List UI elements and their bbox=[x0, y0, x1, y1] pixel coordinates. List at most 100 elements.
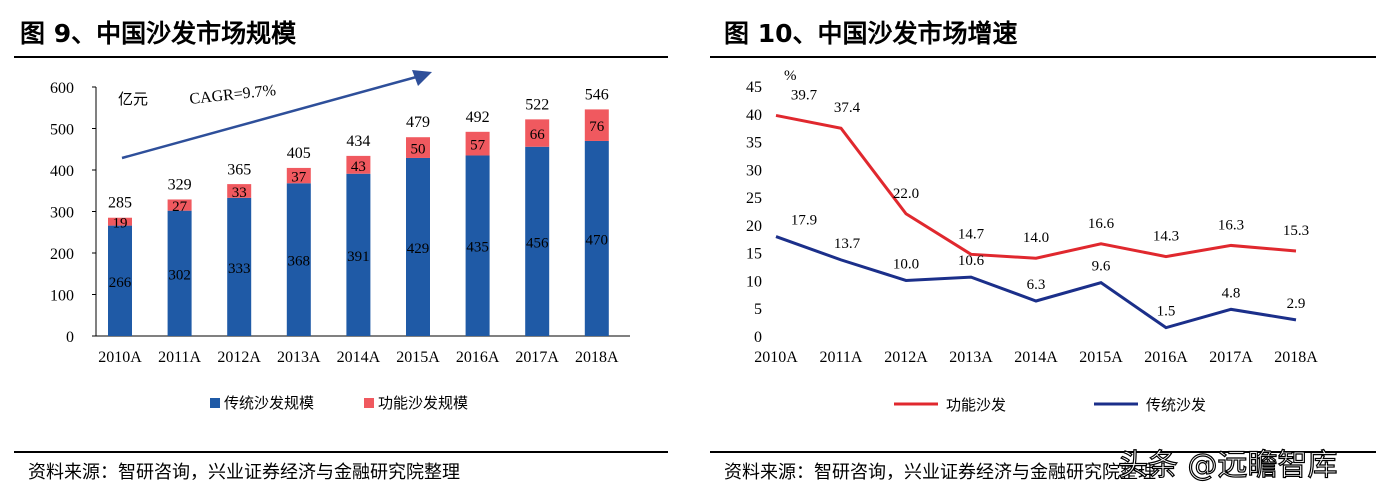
x-tick-label: 2017A bbox=[515, 349, 559, 366]
divider bbox=[14, 56, 668, 58]
y-tick-label: 0 bbox=[754, 329, 762, 346]
legend-swatch bbox=[364, 398, 374, 408]
data-label: 456 bbox=[526, 235, 549, 251]
chart2-title: 图 10、中国沙发市场增速 bbox=[724, 19, 1018, 48]
x-tick-label: 2016A bbox=[1144, 349, 1188, 366]
data-label: 22.0 bbox=[893, 186, 919, 202]
data-label: 39.7 bbox=[791, 87, 818, 103]
x-tick-label: 2013A bbox=[277, 349, 321, 366]
bar-traditional bbox=[346, 173, 371, 336]
divider bbox=[710, 56, 1376, 58]
data-label: 368 bbox=[288, 254, 311, 270]
series-line-0 bbox=[775, 113, 1297, 260]
data-label: 19 bbox=[113, 216, 128, 232]
data-label: 9.6 bbox=[1092, 259, 1111, 275]
data-label: 2.9 bbox=[1287, 296, 1306, 312]
bar-functional bbox=[584, 109, 609, 141]
bar-functional bbox=[346, 155, 371, 174]
y-unit-label: % bbox=[784, 68, 797, 84]
data-label: 37.4 bbox=[834, 100, 861, 116]
bar-functional bbox=[465, 131, 490, 156]
data-label: 43 bbox=[351, 159, 366, 175]
x-tick-label: 2018A bbox=[575, 349, 619, 366]
y-tick-label: 30 bbox=[746, 162, 762, 179]
x-tick-label: 2014A bbox=[1014, 349, 1058, 366]
x-tick-label: 2015A bbox=[1079, 349, 1123, 366]
data-label: 435 bbox=[466, 240, 489, 256]
data-label: 76 bbox=[589, 119, 605, 135]
legend-label: 功能沙发 bbox=[946, 397, 1006, 414]
cagr-annotation: CAGR=9.7% bbox=[189, 82, 277, 108]
data-label: 391 bbox=[347, 249, 370, 265]
total-label: 329 bbox=[168, 176, 192, 193]
bar-traditional bbox=[525, 146, 550, 336]
y-tick-label: 25 bbox=[746, 190, 762, 207]
bar-functional bbox=[406, 137, 430, 158]
y-tick-label: 100 bbox=[50, 288, 74, 305]
y-tick-label: 500 bbox=[50, 122, 74, 139]
data-label: 37 bbox=[291, 170, 307, 186]
data-label: 1.5 bbox=[1157, 304, 1176, 320]
y-tick-label: 5 bbox=[754, 301, 762, 318]
data-label: 266 bbox=[109, 275, 132, 291]
chart1-source: 资料来源：智研咨询，兴业证券经济与金融研究院整理 bbox=[28, 462, 460, 483]
total-label: 546 bbox=[585, 86, 609, 103]
data-label: 50 bbox=[411, 142, 426, 158]
data-label: 6.3 bbox=[1027, 277, 1046, 293]
bar-traditional bbox=[286, 183, 311, 336]
x-tick-label: 2014A bbox=[337, 349, 381, 366]
data-label: 333 bbox=[228, 261, 251, 277]
legend-label: 功能沙发规模 bbox=[378, 395, 468, 412]
total-label: 479 bbox=[406, 114, 430, 131]
data-label: 4.8 bbox=[1222, 285, 1241, 301]
bar-functional bbox=[227, 184, 252, 198]
x-tick-label: 2013A bbox=[949, 349, 993, 366]
y-tick-label: 15 bbox=[746, 246, 762, 263]
y-tick-label: 400 bbox=[50, 163, 74, 180]
data-label: 33 bbox=[232, 185, 247, 201]
y-tick-label: 35 bbox=[746, 135, 762, 152]
y-tick-label: 45 bbox=[746, 79, 762, 96]
y-tick-label: 300 bbox=[50, 205, 74, 222]
series-line-1 bbox=[775, 235, 1297, 330]
legend-label: 传统沙发规模 bbox=[224, 395, 314, 412]
bar-traditional bbox=[167, 210, 192, 336]
y-tick-label: 40 bbox=[746, 107, 762, 124]
total-label: 285 bbox=[108, 195, 132, 212]
x-tick-label: 2012A bbox=[884, 349, 928, 366]
total-label: 434 bbox=[346, 133, 370, 150]
total-label: 522 bbox=[525, 96, 549, 113]
bar-traditional bbox=[406, 157, 430, 336]
chart2-source: 资料来源：智研咨询，兴业证券经济与金融研究院整理 bbox=[724, 462, 1156, 483]
data-label: 302 bbox=[168, 267, 191, 283]
x-tick-label: 2012A bbox=[217, 349, 261, 366]
trend-arrow bbox=[121, 74, 421, 160]
chart1-title: 图 9、中国沙发市场规模 bbox=[20, 19, 297, 48]
bar-traditional bbox=[108, 225, 132, 336]
data-label: 14.0 bbox=[1023, 230, 1049, 246]
data-label: 57 bbox=[470, 138, 486, 154]
unit-label: 亿元 bbox=[118, 91, 148, 108]
data-label: 10.0 bbox=[893, 256, 919, 272]
divider bbox=[14, 451, 668, 453]
data-label: 66 bbox=[530, 127, 546, 143]
bar-functional bbox=[108, 217, 132, 226]
bar-functional bbox=[286, 167, 311, 184]
bar-functional bbox=[167, 199, 192, 211]
trend-arrow-head bbox=[412, 70, 432, 86]
divider bbox=[710, 451, 1376, 453]
y-tick-label: 20 bbox=[746, 218, 762, 235]
y-tick-label: 0 bbox=[66, 329, 74, 346]
legend-label: 传统沙发 bbox=[1146, 397, 1206, 414]
y-tick-label: 600 bbox=[50, 80, 74, 97]
y-tick-label: 200 bbox=[50, 246, 74, 263]
data-label: 14.3 bbox=[1153, 229, 1179, 245]
x-tick-label: 2017A bbox=[1209, 349, 1253, 366]
bar-traditional bbox=[584, 140, 609, 336]
x-tick-label: 2015A bbox=[396, 349, 440, 366]
data-label: 10.6 bbox=[958, 253, 985, 269]
watermark: 头条 @远瞻智库 bbox=[1117, 447, 1338, 483]
legend-swatch bbox=[210, 398, 220, 408]
data-label: 16.3 bbox=[1218, 217, 1244, 233]
data-label: 14.7 bbox=[958, 226, 985, 242]
